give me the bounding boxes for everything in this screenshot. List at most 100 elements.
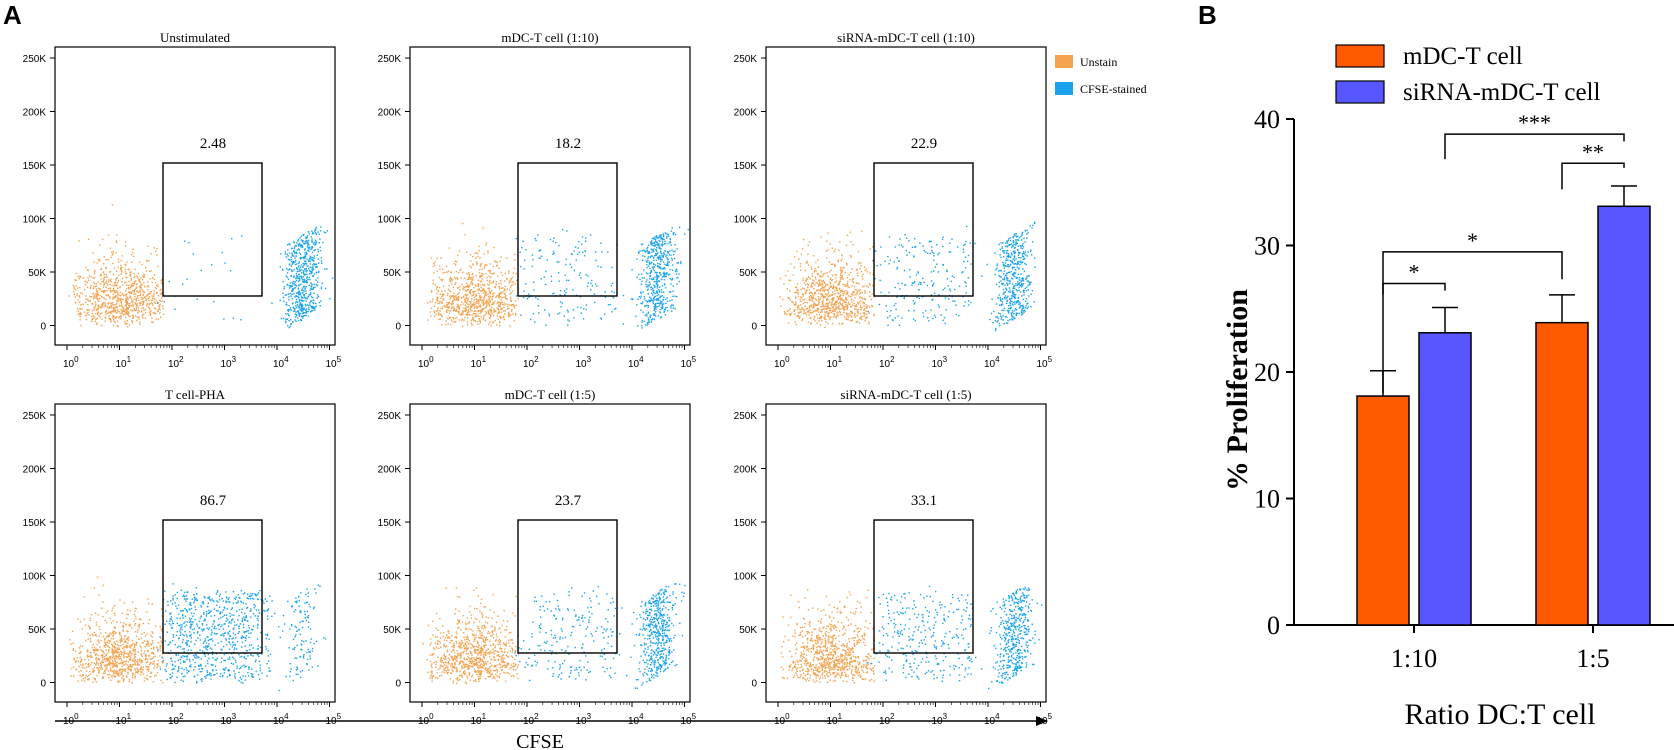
flow-dot <box>1006 279 1008 281</box>
flow-dot <box>309 301 312 303</box>
flow-dot <box>302 312 304 315</box>
flow-dot <box>96 643 98 646</box>
flow-dot <box>653 281 655 283</box>
flow-dot <box>95 303 97 305</box>
flow-dot <box>112 644 114 646</box>
flow-dot <box>473 301 475 304</box>
flow-dot <box>786 288 788 290</box>
flow-dot <box>118 274 120 277</box>
flow-dot <box>1014 284 1016 287</box>
flow-dot <box>298 245 300 247</box>
flow-dot <box>831 323 834 325</box>
flow-dot <box>141 298 143 301</box>
flow-dot <box>560 306 562 308</box>
flow-dot <box>200 269 202 272</box>
flow-dot <box>864 307 866 310</box>
flow-dot <box>467 311 469 313</box>
flow-dot <box>818 284 820 286</box>
flow-dot <box>302 308 304 310</box>
flow-dot <box>450 302 452 305</box>
flow-dot <box>1009 263 1012 266</box>
flow-dot <box>1015 314 1018 317</box>
flow-dot <box>301 277 303 279</box>
flow-dot <box>130 273 132 275</box>
flow-dot <box>864 298 866 301</box>
flow-dot <box>858 261 861 264</box>
flow-dot <box>932 317 934 320</box>
flow-dot <box>512 290 514 292</box>
flow-dot <box>1006 252 1008 255</box>
flow-dot <box>309 294 312 296</box>
flow-dot <box>661 295 664 297</box>
flow-dot <box>296 276 298 278</box>
flow-dot <box>779 296 781 298</box>
flow-dot <box>162 661 165 664</box>
flow-dot <box>454 296 456 298</box>
flow-dot <box>449 298 451 300</box>
flow-dot <box>441 295 443 298</box>
flow-dot <box>98 259 101 261</box>
flow-dot <box>894 317 896 319</box>
flow-dot <box>1005 322 1008 324</box>
flow-dot <box>671 304 673 306</box>
flow-dot <box>142 276 145 278</box>
flow-dot <box>303 279 305 281</box>
flow-dot <box>85 663 87 665</box>
flow-dot <box>1018 279 1021 281</box>
flow-dot <box>600 317 602 319</box>
flow-dot <box>92 277 95 279</box>
x-tick-label: 100 <box>63 355 79 370</box>
flow-dot <box>840 303 842 306</box>
flow-dot <box>297 268 299 270</box>
flow-dot <box>653 318 656 320</box>
flow-dot <box>85 266 87 269</box>
flow-dot <box>90 315 93 318</box>
flow-dot <box>99 316 101 318</box>
flow-dot <box>824 314 826 316</box>
flow-dot <box>161 279 163 281</box>
flow-dot <box>303 300 305 302</box>
flow-dot <box>157 295 160 297</box>
flow-dot <box>470 322 472 325</box>
flow-dot <box>78 671 80 673</box>
flow-dot <box>649 261 651 263</box>
flow-dot <box>303 264 305 266</box>
flow-dot <box>308 304 310 307</box>
flow-dot <box>1007 304 1010 307</box>
flow-dot <box>645 272 648 274</box>
flow-dot <box>812 255 815 257</box>
flow-dot <box>430 307 433 309</box>
flow-dot <box>646 261 648 263</box>
flow-dot <box>817 259 819 261</box>
flow-dot <box>113 292 116 294</box>
flow-dot <box>451 295 454 297</box>
flow-dot <box>820 288 822 290</box>
flow-dot <box>188 242 190 244</box>
flow-dot <box>825 283 828 286</box>
flow-dot <box>653 314 655 316</box>
flow-dot <box>802 302 805 305</box>
flow-dot <box>1013 266 1015 268</box>
flow-dot <box>833 310 835 312</box>
flow-dot <box>69 639 71 641</box>
flow-dot <box>651 288 654 290</box>
flow-dot <box>291 254 293 256</box>
flow-dot <box>533 289 535 291</box>
flow-dot <box>124 322 126 324</box>
flow-dot <box>295 295 297 297</box>
flow-dot <box>448 306 450 308</box>
flow-dot <box>473 296 476 299</box>
flow-dot <box>159 650 162 652</box>
flow-dot <box>840 272 842 275</box>
flow-dot <box>158 305 160 308</box>
flow-dot <box>442 294 444 297</box>
flow-dot <box>1025 277 1028 280</box>
flow-dot <box>445 310 447 312</box>
flow-dot <box>647 273 649 275</box>
flow-dot <box>1007 283 1009 285</box>
flow-dot <box>659 312 661 314</box>
flow-dot <box>131 652 133 655</box>
flow-dot <box>1022 307 1025 309</box>
flow-dot <box>473 299 475 301</box>
flow-dot <box>904 284 906 286</box>
